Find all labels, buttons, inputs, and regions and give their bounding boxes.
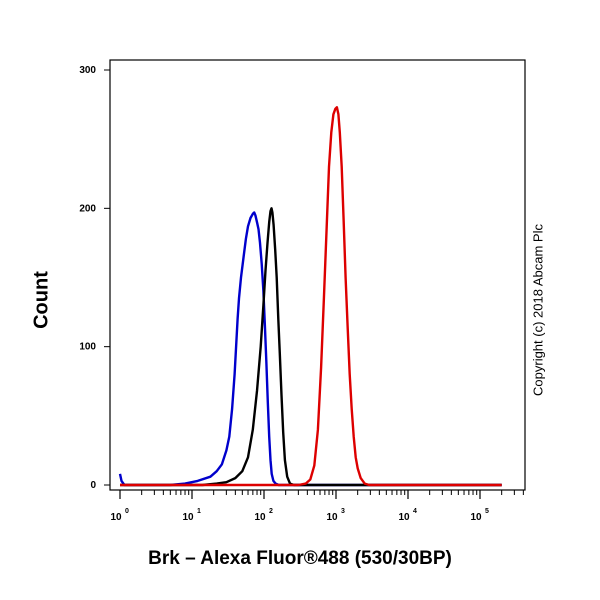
x-tick-exponent: 3 bbox=[341, 508, 345, 515]
x-tick-label: 10 bbox=[398, 512, 410, 523]
y-tick-label: 100 bbox=[79, 342, 96, 353]
copyright-box: Copyright (c) 2018 Abcam Plc bbox=[526, 130, 550, 490]
y-axis: 0 100 200 300 bbox=[79, 65, 110, 491]
y-tick-label: 200 bbox=[79, 203, 96, 214]
series-line-3 bbox=[120, 106, 502, 487]
series-line-1 bbox=[118, 211, 502, 487]
x-tick-label: 10 bbox=[470, 512, 482, 523]
copyright-text: Copyright (c) 2018 Abcam Plc bbox=[530, 224, 546, 396]
x-tick-exponent: 0 bbox=[125, 508, 129, 515]
x-tick-label: 10 bbox=[182, 512, 194, 523]
x-tick-label: 10 bbox=[326, 512, 338, 523]
y-tick-label: 300 bbox=[79, 65, 96, 76]
x-axis-label: Brk – Alexa Fluor®488 (530/30BP) bbox=[148, 548, 452, 569]
x-tick-exponent: 1 bbox=[197, 508, 201, 515]
x-tick-exponent: 2 bbox=[269, 508, 273, 515]
plot-frame bbox=[109, 59, 526, 491]
x-tick-label: 10 bbox=[254, 512, 266, 523]
y-axis-label: Count bbox=[30, 271, 53, 329]
y-axis-label-box: Count bbox=[22, 240, 62, 360]
x-tick-exponent: 4 bbox=[413, 508, 417, 515]
y-tick-label: 0 bbox=[90, 480, 96, 491]
x-tick-label: 10 bbox=[110, 512, 122, 523]
series-line-2 bbox=[120, 207, 502, 487]
x-tick-exponent: 5 bbox=[485, 508, 489, 515]
series-layer bbox=[118, 106, 502, 487]
